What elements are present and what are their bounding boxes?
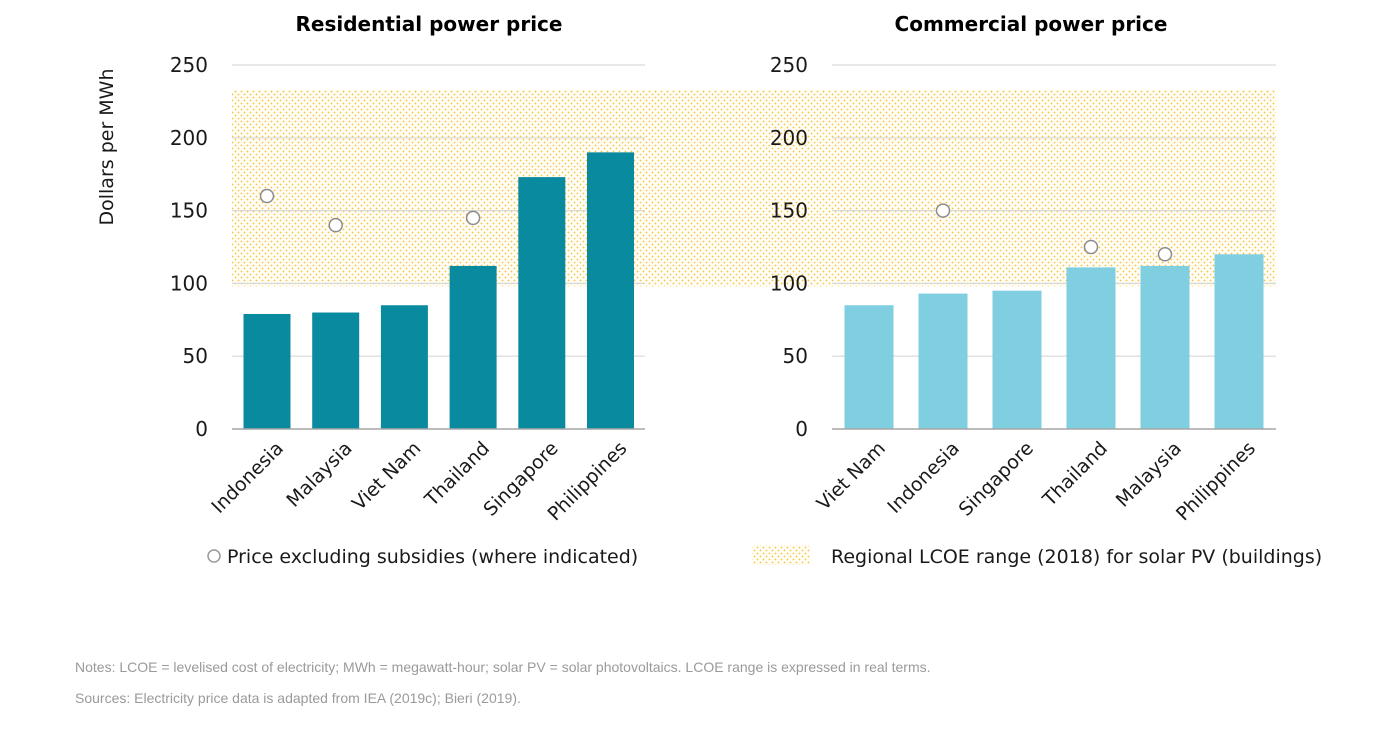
y-tick-label: 150 [770, 199, 808, 223]
chart-figure: Residential power price 0 50 100 150 200 250 In… [96, 12, 1322, 568]
y-tick-label: 150 [170, 199, 208, 223]
y-tick-label: 50 [183, 344, 208, 368]
sources-text: Sources: Electricity price data is adapt… [75, 690, 521, 706]
subsidy-free-price-marker [259, 188, 275, 204]
y-tick-label: 0 [195, 417, 208, 441]
gridlines-layer [232, 64, 1276, 357]
bar [312, 312, 360, 429]
y-tick-label: 200 [770, 126, 808, 150]
bar [844, 305, 894, 429]
subsidy-free-price-marker [328, 217, 343, 233]
subsidy-free-price-marker [465, 210, 481, 226]
bar [380, 305, 428, 429]
x-tick-label: Viet Nam [813, 437, 890, 514]
y-tick-label: 200 [170, 126, 208, 150]
legend: Price excluding subsidies (where indicat… [207, 545, 1322, 568]
chart-title: Commercial power price [895, 12, 1168, 36]
lcoe-range-band [232, 89, 1276, 287]
lcoe-range-layer [232, 89, 1276, 287]
y-tick-label: 50 [783, 344, 808, 368]
legend-range-label: Regional LCOE range (2018) for solar PV … [831, 546, 1322, 568]
bar [449, 265, 497, 429]
subsidy-free-price-marker [1157, 247, 1173, 262]
bar [1066, 267, 1116, 429]
bar [587, 152, 634, 430]
legend-markers-label: Price excluding subsidies (where indicat… [227, 546, 638, 568]
y-axis-label: Dollars per MWh [96, 68, 118, 225]
y-tick-label: 250 [770, 53, 808, 77]
notes-text: Notes: LCOE = levelised cost of electric… [75, 659, 931, 675]
legend-marker-circle [207, 549, 221, 563]
x-tick-label: Malaysia [282, 437, 356, 511]
subsidy-free-price-marker [1083, 239, 1099, 255]
bar [243, 313, 291, 429]
x-tick-label: Indonesia [207, 437, 288, 518]
bar [992, 290, 1042, 429]
y-tick-label: 100 [170, 271, 208, 295]
y-tick-label: 250 [170, 53, 208, 77]
x-tick-label: Singapore [955, 437, 1038, 520]
bar [1214, 254, 1264, 429]
legend-range-swatch [752, 545, 810, 565]
chart-title: Residential power price [296, 12, 563, 36]
x-tick-label: Malaysia [1112, 437, 1186, 511]
x-tick-label: Viet Nam [348, 437, 425, 514]
bars-layer [243, 152, 1264, 430]
x-tick-label: Philippines [1172, 437, 1260, 525]
bar [1140, 265, 1190, 429]
y-tick-label: 0 [795, 417, 808, 441]
bar [518, 177, 566, 429]
y-tick-label: 100 [770, 271, 808, 295]
x-tick-label: Indonesia [883, 437, 964, 518]
x-tick-label: Thailand [1038, 437, 1112, 511]
subsidy-free-price-marker [935, 203, 951, 218]
bar [918, 293, 968, 429]
